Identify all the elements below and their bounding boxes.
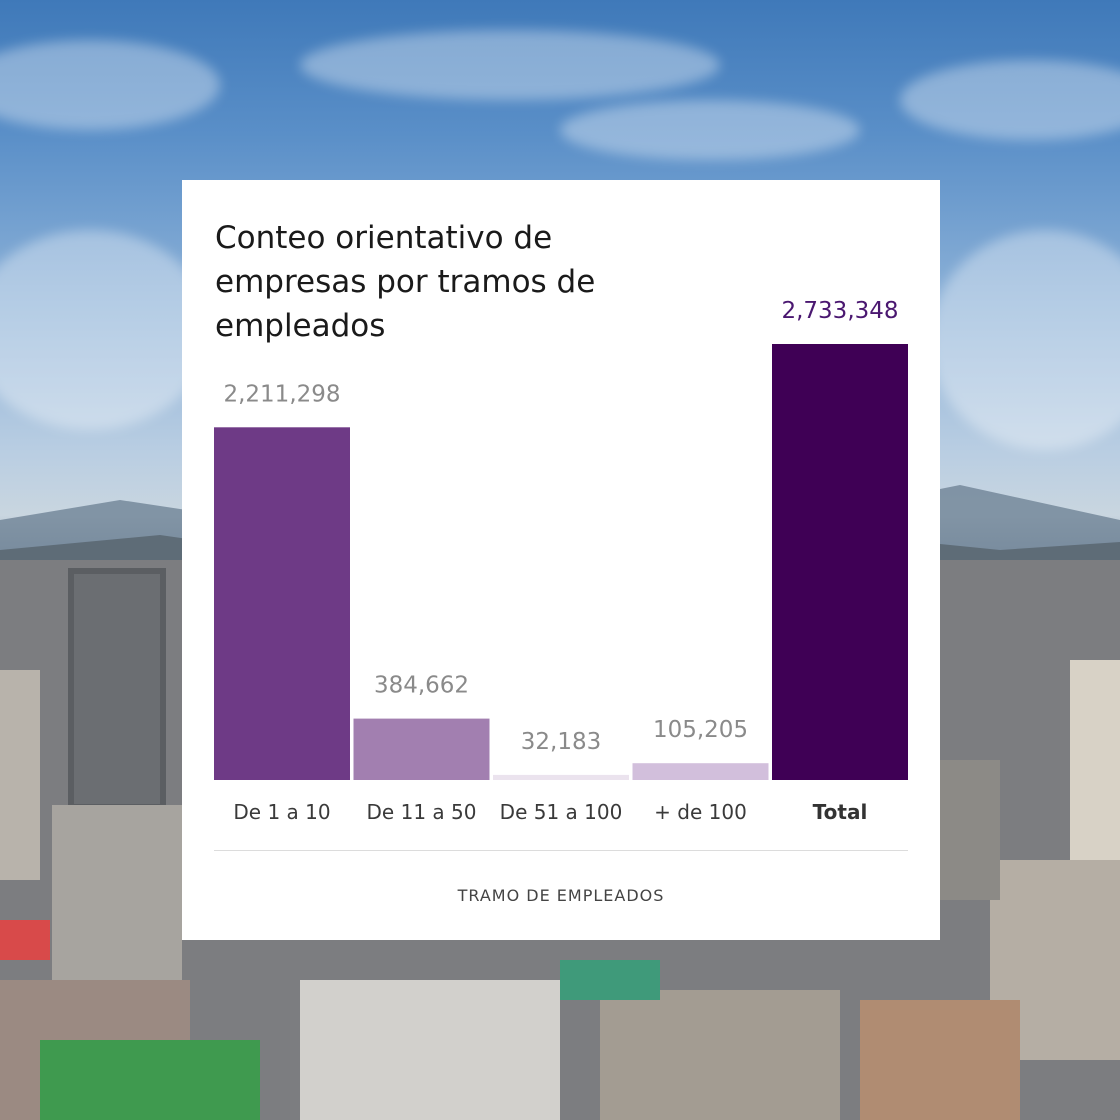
bar-2 [493,774,629,780]
bar-0 [214,427,350,780]
category-label-4: Total [813,800,868,824]
value-label-0: 2,211,298 [223,381,340,407]
axis-divider [214,850,908,851]
value-label-2: 32,183 [521,729,601,755]
category-label-2: De 51 a 100 [500,800,623,824]
bar-4 [772,344,908,780]
bar-3 [632,763,769,780]
value-label-3: 105,205 [653,717,748,743]
chart-card: Conteo orientativo de empresas por tramo… [182,180,940,940]
bar-1 [353,718,490,780]
value-label-4: 2,733,348 [781,298,898,324]
chart-title: Conteo orientativo de empresas por tramo… [215,220,596,344]
value-label-1: 384,662 [374,673,469,699]
x-axis-label: TRAMO DE EMPLEADOS [457,886,665,905]
category-label-1: De 11 a 50 [367,800,477,824]
category-label-3: + de 100 [654,800,747,824]
category-label-0: De 1 a 10 [233,800,330,824]
bar-chart: 2,211,298 De 1 a 10 384,662 De 11 a 50 32,18… [214,298,908,824]
